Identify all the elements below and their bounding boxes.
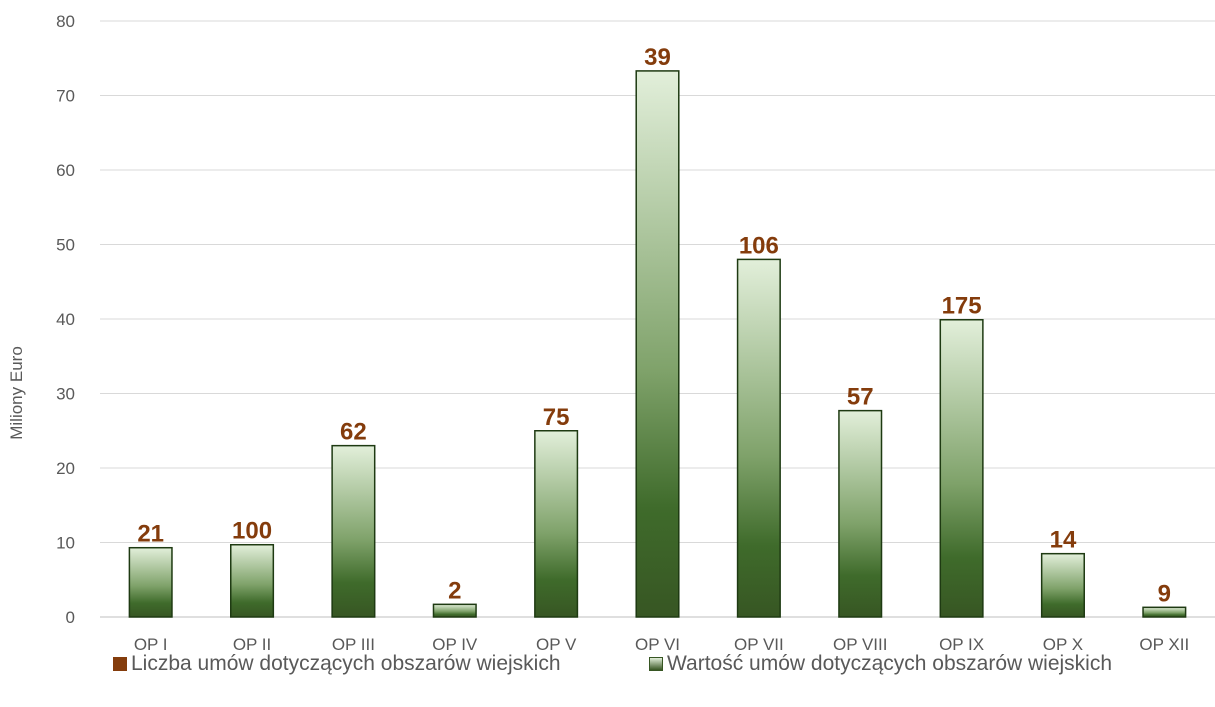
data-label: 2 xyxy=(448,577,461,604)
x-tick-label: OP VI xyxy=(635,635,680,654)
data-label: 75 xyxy=(543,404,570,431)
data-label: 62 xyxy=(340,419,367,446)
x-tick-label: OP XII xyxy=(1139,635,1189,654)
data-label: 175 xyxy=(942,293,982,320)
bars xyxy=(128,70,1187,618)
data-label: 57 xyxy=(847,384,874,411)
bar xyxy=(1142,606,1187,618)
bar xyxy=(230,543,275,618)
x-tick-label: OP X xyxy=(1043,635,1083,654)
legend-item-count: Liczba umów dotyczących obszarów wiejski… xyxy=(113,652,561,676)
bar xyxy=(432,603,477,618)
legend-label-value: Wartość umów dotyczących obszarów wiejsk… xyxy=(667,652,1113,675)
legend-swatch-value xyxy=(649,657,663,671)
legend: Liczba umów dotyczących obszarów wiejski… xyxy=(0,652,1215,692)
y-tick-label: 60 xyxy=(56,161,75,180)
bar xyxy=(331,444,376,618)
y-tick-label: 70 xyxy=(56,87,75,106)
bar xyxy=(635,70,680,618)
x-tick-label: OP IV xyxy=(432,635,478,654)
x-tick-label: OP V xyxy=(536,635,577,654)
axes: 0 10 20 30 40 50 60 70 80 OP I OP II OP III OP IV OP … xyxy=(56,12,1189,654)
bar-chart: 0 10 20 30 40 50 60 70 80 OP I OP II OP III OP IV OP … xyxy=(7,12,1215,654)
x-tick-label: OP VII xyxy=(734,635,784,654)
bar xyxy=(939,318,984,618)
y-tick-label: 50 xyxy=(56,236,75,255)
y-tick-label: 10 xyxy=(56,534,75,553)
x-tick-label: OP II xyxy=(233,635,271,654)
legend-label-count: Liczba umów dotyczących obszarów wiejski… xyxy=(131,652,561,675)
x-tick-label: OP VIII xyxy=(833,635,888,654)
bar xyxy=(838,409,883,618)
x-tick-label: OP IX xyxy=(939,635,984,654)
bar xyxy=(534,430,579,618)
data-label: 9 xyxy=(1158,580,1171,607)
bar xyxy=(128,546,173,618)
legend-item-value: Wartość umów dotyczących obszarów wiejsk… xyxy=(649,652,1112,676)
x-tick-label: OP III xyxy=(332,635,375,654)
legend-swatch-count xyxy=(113,657,127,671)
y-tick-label: 20 xyxy=(56,459,75,478)
y-tick-label: 0 xyxy=(66,608,75,627)
y-tick-label: 40 xyxy=(56,310,75,329)
bar xyxy=(1040,552,1085,618)
y-tick-label: 80 xyxy=(56,12,75,31)
data-label: 100 xyxy=(232,518,272,545)
data-label: 106 xyxy=(739,232,779,259)
data-label: 39 xyxy=(644,44,671,71)
data-labels: 21 100 62 2 75 39 106 57 175 14 9 xyxy=(137,44,1171,607)
data-label: 14 xyxy=(1050,527,1077,554)
y-tick-label: 30 xyxy=(56,385,75,404)
bar xyxy=(736,258,781,618)
data-label: 21 xyxy=(137,521,164,548)
y-axis-label: Miliony Euro xyxy=(7,346,26,440)
x-tick-label: OP I xyxy=(134,635,168,654)
